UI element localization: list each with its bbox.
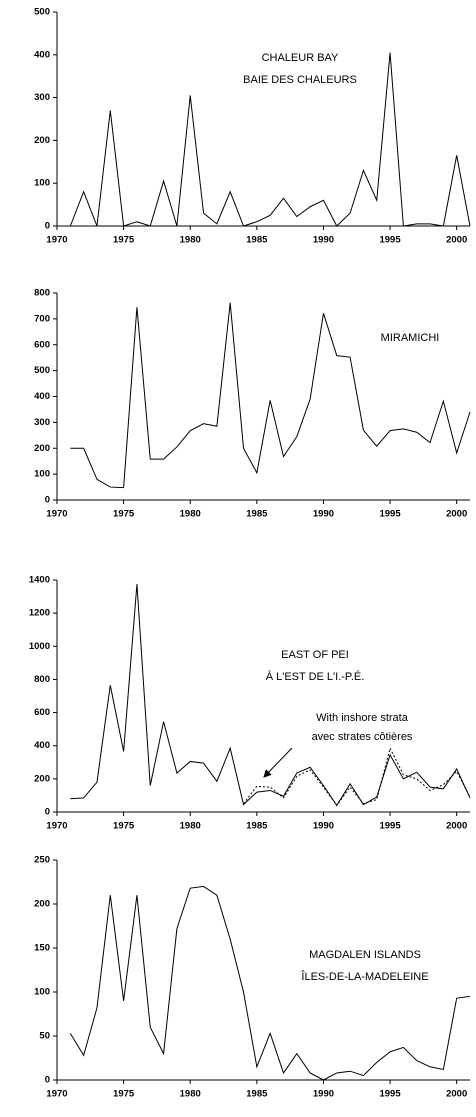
y-tick-label: 1400 <box>29 575 50 586</box>
y-tick-label: 200 <box>34 135 50 146</box>
x-tick-label: 1985 <box>246 821 268 832</box>
x-tick-label: 1975 <box>113 509 135 520</box>
x-tick-label: 2000 <box>446 1089 467 1100</box>
y-tick-label: 800 <box>34 288 50 299</box>
x-tick-label: 1970 <box>46 1089 67 1100</box>
x-tick-label: 1985 <box>246 509 268 520</box>
x-tick-label: 1975 <box>113 1089 135 1100</box>
chart-subtitle: BAIE DES CHALEURS <box>243 74 357 86</box>
chart-title: MIRAMICHI <box>381 332 440 344</box>
chart-title: EAST OF PEI <box>281 649 349 661</box>
y-tick-label: 700 <box>34 313 50 324</box>
x-tick-label: 1980 <box>180 509 201 520</box>
x-tick-label: 1995 <box>379 235 401 246</box>
y-tick-label: 250 <box>34 855 50 866</box>
x-tick-label: 1990 <box>313 509 334 520</box>
y-tick-label: 800 <box>34 674 50 685</box>
x-tick-label: 1975 <box>113 821 135 832</box>
y-tick-label: 0 <box>45 807 50 818</box>
chart-subtitle: ÎLES-DE-LA-MADELEINE <box>300 970 428 983</box>
x-tick-label: 1970 <box>46 235 67 246</box>
y-tick-label: 600 <box>34 339 50 350</box>
y-tick-label: 100 <box>34 469 50 480</box>
x-tick-label: 1985 <box>246 235 268 246</box>
y-tick-label: 500 <box>34 7 50 18</box>
x-tick-label: 1980 <box>180 235 201 246</box>
y-tick-label: 150 <box>34 943 50 954</box>
y-tick-label: 200 <box>34 899 50 910</box>
x-tick-label: 1990 <box>313 1089 334 1100</box>
x-tick-label: 1990 <box>313 235 334 246</box>
y-tick-label: 400 <box>34 740 50 751</box>
y-tick-label: 0 <box>45 495 50 506</box>
y-tick-label: 50 <box>39 1031 50 1042</box>
y-tick-label: 1200 <box>29 608 50 619</box>
chart-title: CHALEUR BAY <box>262 52 339 64</box>
y-tick-label: 600 <box>34 707 50 718</box>
x-tick-label: 1975 <box>113 235 135 246</box>
x-tick-label: 1970 <box>46 509 67 520</box>
line-series <box>69 885 471 1081</box>
x-tick-label: 2000 <box>446 509 467 520</box>
y-tick-label: 400 <box>34 49 50 60</box>
chart-subtitle: À L'EST DE L'I.-P.É. <box>266 670 365 683</box>
y-tick-label: 1000 <box>29 641 50 652</box>
line-series <box>70 584 471 807</box>
y-tick-label: 400 <box>34 391 50 402</box>
y-tick-label: 300 <box>34 417 50 428</box>
y-tick-label: 0 <box>45 221 50 232</box>
x-tick-label: 2000 <box>446 821 467 832</box>
y-tick-label: 0 <box>45 1075 50 1086</box>
y-tick-label: 100 <box>34 178 50 189</box>
x-tick-label: 1980 <box>180 1089 201 1100</box>
x-tick-label: 1980 <box>180 821 201 832</box>
x-tick-label: 1995 <box>379 821 401 832</box>
line-series <box>243 746 471 807</box>
annotation-arrow <box>263 747 293 778</box>
line-series <box>69 52 471 227</box>
y-tick-label: 200 <box>34 773 50 784</box>
x-tick-label: 1970 <box>46 821 67 832</box>
line-series <box>70 302 471 489</box>
y-tick-label: 300 <box>34 92 50 103</box>
x-tick-label: 2000 <box>446 235 467 246</box>
annotation: With inshore strata <box>316 712 409 724</box>
x-tick-label: 1995 <box>379 1089 401 1100</box>
y-tick-label: 100 <box>34 987 50 998</box>
x-tick-label: 1990 <box>313 821 334 832</box>
y-tick-label: 200 <box>34 443 50 454</box>
x-tick-label: 1985 <box>246 1089 268 1100</box>
y-tick-label: 500 <box>34 365 50 376</box>
x-tick-label: 1995 <box>379 509 401 520</box>
annotation: avec strates côtières <box>312 731 413 743</box>
chart-title: MAGDALEN ISLANDS <box>309 949 421 961</box>
